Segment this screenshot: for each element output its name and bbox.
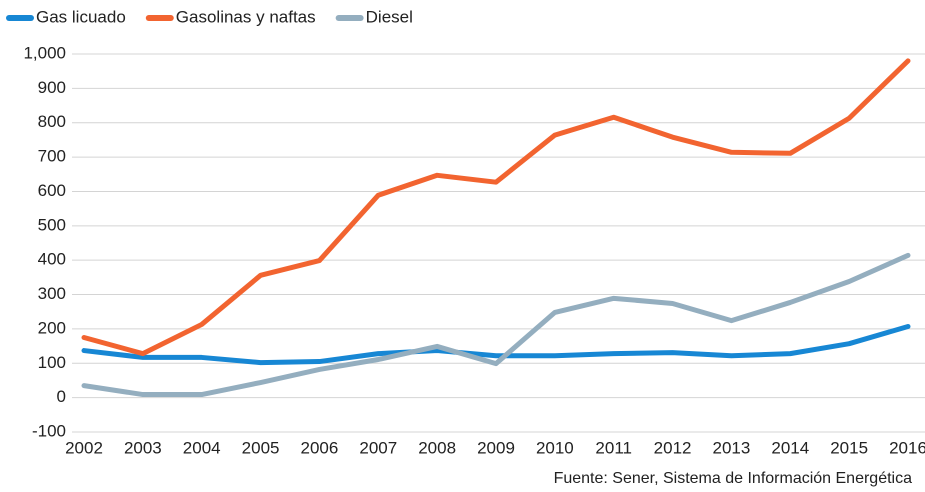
y-tick-label: 400: [38, 250, 66, 269]
x-tick-label: 2005: [242, 438, 280, 457]
y-tick-label: 100: [38, 353, 66, 372]
series-line: [81, 324, 911, 366]
x-tick-label: 2002: [65, 438, 103, 457]
x-tick-label: 2010: [536, 438, 574, 457]
x-tick-label: 2007: [359, 438, 397, 457]
y-tick-label: 600: [38, 181, 66, 200]
x-tick-label: 2004: [183, 438, 221, 457]
x-tick-label: 2011: [595, 438, 632, 457]
y-tick-label: 200: [38, 318, 66, 337]
y-tick-label: 500: [38, 215, 66, 234]
x-tick-label: 2013: [713, 438, 751, 457]
x-tick-label: 2003: [124, 438, 162, 457]
series-line: [81, 58, 911, 357]
legend-label: Gasolinas y naftas: [176, 7, 316, 26]
x-tick-label: 2016: [889, 438, 925, 457]
y-tick-label: 900: [38, 78, 66, 97]
series-line: [81, 252, 911, 398]
y-tick-label: 1,000: [23, 43, 66, 62]
x-tick-label: 2014: [771, 438, 809, 457]
x-tick-label: 2015: [830, 438, 868, 457]
y-tick-label: 800: [38, 112, 66, 131]
legend-label: Diesel: [366, 7, 413, 26]
x-tick-label: 2012: [654, 438, 692, 457]
y-tick-label: 700: [38, 147, 66, 166]
y-tick-label: 300: [38, 284, 66, 303]
x-tick-label: 2009: [477, 438, 515, 457]
source: Fuente: Sener, Sistema de Información En…: [554, 470, 913, 487]
y-tick-label: -100: [32, 421, 66, 440]
y-tick-label: 0: [57, 387, 66, 406]
x-tick-label: 2006: [301, 438, 339, 457]
legend-label: Gas licuado: [36, 7, 126, 26]
x-tick-label: 2008: [418, 438, 456, 457]
